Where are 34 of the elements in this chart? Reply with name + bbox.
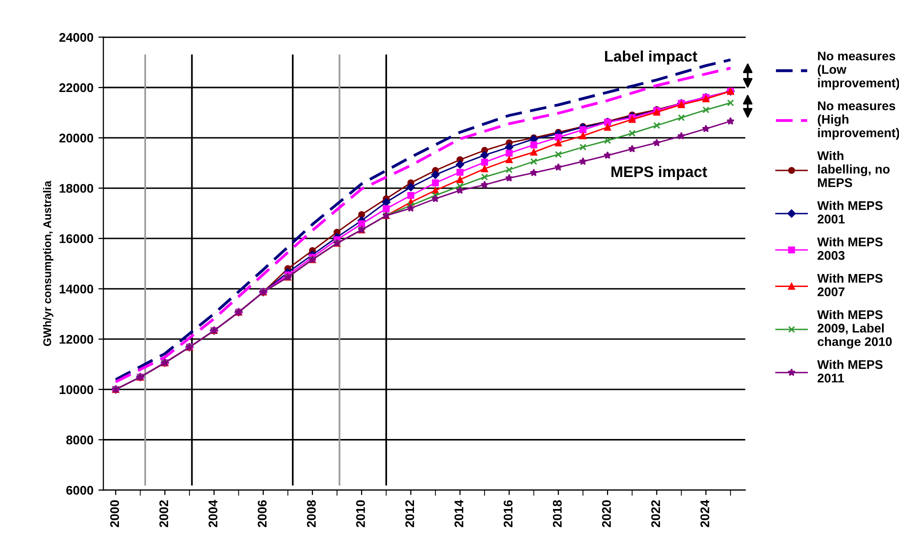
annotation: MEPS impact (611, 166, 708, 180)
legend-label: With MEPS 2009, Label change 2010 (817, 310, 892, 349)
y-tick-label: 24000 (59, 32, 94, 42)
x-tick-label: 2004 (208, 500, 218, 528)
x-tick-label: 2020 (602, 500, 611, 528)
y-tick-label: 16000 (60, 234, 94, 244)
y-tick-label: 6000 (66, 486, 94, 495)
y-tick-label: 14000 (60, 284, 94, 294)
y-tick-label: 12000 (60, 334, 94, 344)
x-tick-label: 2002 (159, 500, 168, 528)
x-tick-label: 2018 (552, 500, 562, 528)
y-tick-label: 8000 (66, 436, 94, 444)
y-axis-title: GWh/yr consumption, Australia (42, 180, 54, 346)
y-tick-label: 18000 (60, 184, 94, 193)
y-tick-label: 20000 (59, 134, 94, 142)
legend-label: With MEPS 2007 (817, 274, 883, 296)
legend-label: No measures (Low improvement) (818, 52, 899, 90)
x-tick-label: 2016 (504, 500, 513, 528)
legend-label: With labelling, no MEPS (817, 150, 890, 188)
legend-label: No measures (High improvement) (818, 102, 899, 140)
legend-label: With MEPS 2003 (817, 237, 883, 260)
legend-label: With MEPS 2011 (817, 360, 883, 382)
x-tick-label: 2022 (651, 500, 660, 528)
y-tick-label: 10000 (60, 385, 94, 394)
x-tick-label: 2012 (405, 500, 414, 528)
x-tick-label: 2006 (258, 500, 267, 528)
annotation: Label impact (605, 50, 698, 65)
legend-label: With MEPS 2001 (817, 200, 883, 224)
x-tick-label: 2010 (356, 500, 365, 528)
x-tick-label: 2000 (110, 500, 120, 528)
x-tick-label: 2024 (700, 500, 710, 528)
x-tick-label: 2008 (306, 500, 316, 528)
x-tick-label: 2014 (454, 500, 464, 528)
y-tick-label: 22000 (59, 83, 94, 92)
